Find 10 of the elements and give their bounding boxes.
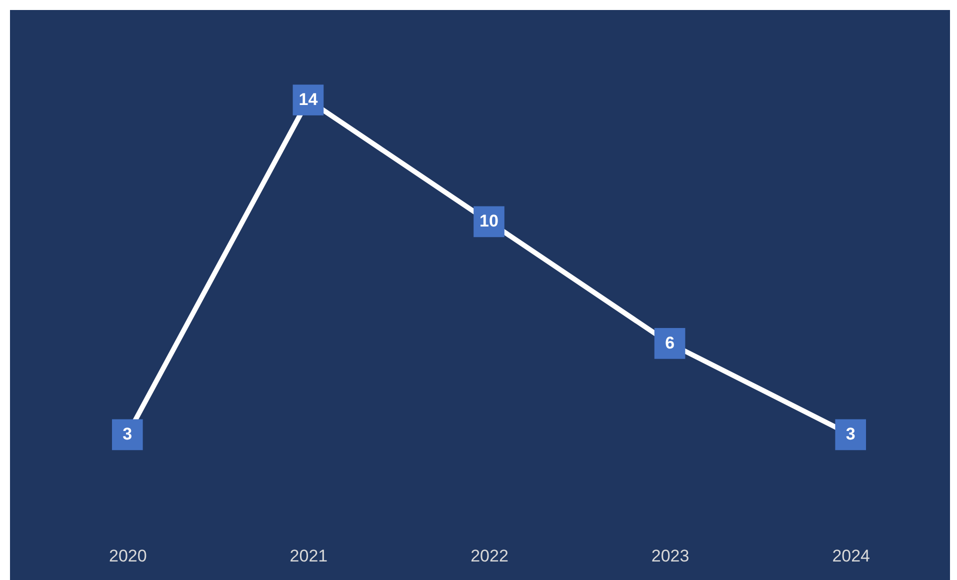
- data-label: 3: [122, 424, 132, 444]
- x-tick-label: 2023: [651, 546, 690, 566]
- data-label: 10: [480, 212, 498, 231]
- x-tick-label: 2021: [290, 546, 328, 566]
- data-label: 6: [665, 333, 675, 352]
- x-tick-label: 2022: [470, 546, 508, 566]
- data-label: 14: [298, 90, 318, 109]
- x-tick-label: 2024: [832, 546, 870, 566]
- x-tick-label: 2020: [108, 546, 147, 566]
- data-label: 3: [846, 424, 856, 444]
